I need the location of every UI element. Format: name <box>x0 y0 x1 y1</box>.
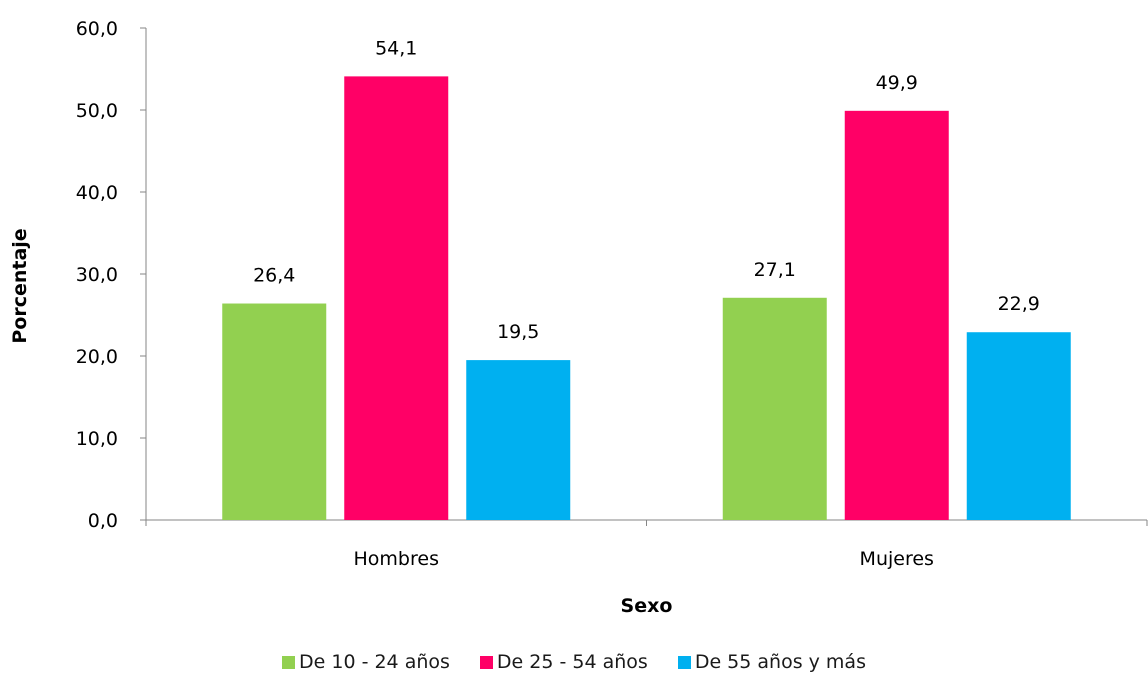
y-tick-label: 60,0 <box>76 18 118 40</box>
legend-item: De 55 años y más <box>677 651 866 673</box>
data-label: 49,9 <box>876 72 918 94</box>
bar <box>466 360 571 520</box>
bars <box>222 76 1071 520</box>
data-label: 22,9 <box>998 293 1040 315</box>
y-tick-label: 20,0 <box>76 346 118 368</box>
y-tick-label: 30,0 <box>76 264 118 286</box>
y-tick-label: 50,0 <box>76 100 118 122</box>
y-tick-label: 0,0 <box>88 510 118 532</box>
axes: 0,0 10,0 20,0 30,0 40,0 50,0 60,0 Hombres Mujere… <box>76 18 1148 570</box>
y-tick-label: 40,0 <box>76 182 118 204</box>
data-label: 26,4 <box>253 265 295 287</box>
data-label: 19,5 <box>497 321 539 343</box>
data-label: 54,1 <box>375 37 417 59</box>
legend-item: De 25 - 54 años <box>479 651 648 673</box>
data-labels: 26,4 54,1 19,5 27,1 49,9 22,9 <box>253 37 1040 343</box>
legend-swatch <box>282 655 295 669</box>
bar <box>722 297 827 520</box>
x-category-label: Hombres <box>354 548 439 570</box>
legend-label: De 10 - 24 años <box>299 651 450 673</box>
x-category-label: Mujeres <box>860 548 934 570</box>
legend-label: De 25 - 54 años <box>496 651 648 673</box>
legend-label: De 55 años y más <box>694 651 866 673</box>
x-axis-title: Sexo <box>621 595 673 617</box>
bar <box>222 303 327 520</box>
legend: De 10 - 24 años De 25 - 54 años De 55 años… <box>0 651 1148 673</box>
bar <box>844 110 949 520</box>
y-tick-label: 10,0 <box>76 428 118 450</box>
y-axis-title: Porcentaje <box>9 228 31 343</box>
legend-swatch <box>677 655 691 669</box>
bar <box>966 332 1071 520</box>
legend-swatch <box>479 655 493 669</box>
legend-item: De 10 - 24 años <box>282 651 450 673</box>
data-label: 27,1 <box>754 259 796 281</box>
bar <box>344 76 449 520</box>
